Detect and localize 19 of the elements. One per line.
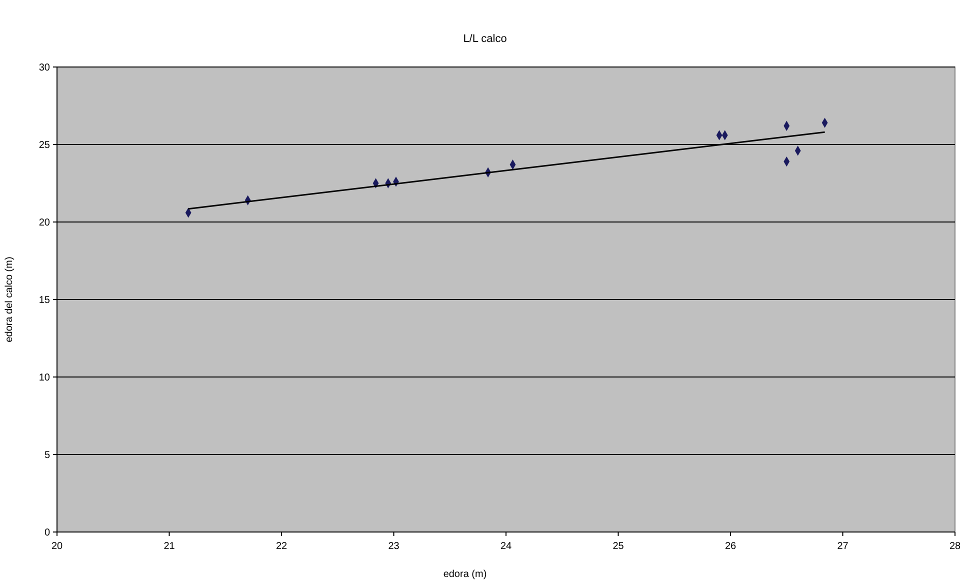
x-tick-label: 21 xyxy=(164,541,176,552)
chart-title: L/L calco xyxy=(463,33,507,45)
y-tick-label: 5 xyxy=(44,450,50,461)
y-tick-label: 25 xyxy=(38,140,50,151)
y-tick-label: 0 xyxy=(44,528,50,538)
x-tick-label: 28 xyxy=(949,541,961,552)
x-tick-label: 20 xyxy=(51,541,63,552)
y-axis-title: edora del calco (m) xyxy=(4,256,15,342)
x-tick-label: 22 xyxy=(276,541,288,552)
x-tick-label: 24 xyxy=(500,541,512,552)
x-tick-label: 23 xyxy=(388,541,400,552)
x-tick-label: 26 xyxy=(724,541,736,552)
y-tick-label: 15 xyxy=(38,295,50,306)
y-tick-label: 30 xyxy=(38,62,50,74)
x-axis-title: edora (m) xyxy=(443,569,487,580)
x-tick-label: 27 xyxy=(837,541,849,552)
y-tick-label: 20 xyxy=(38,218,50,228)
y-tick-label: 10 xyxy=(38,372,50,384)
x-tick-label: 25 xyxy=(612,541,624,552)
